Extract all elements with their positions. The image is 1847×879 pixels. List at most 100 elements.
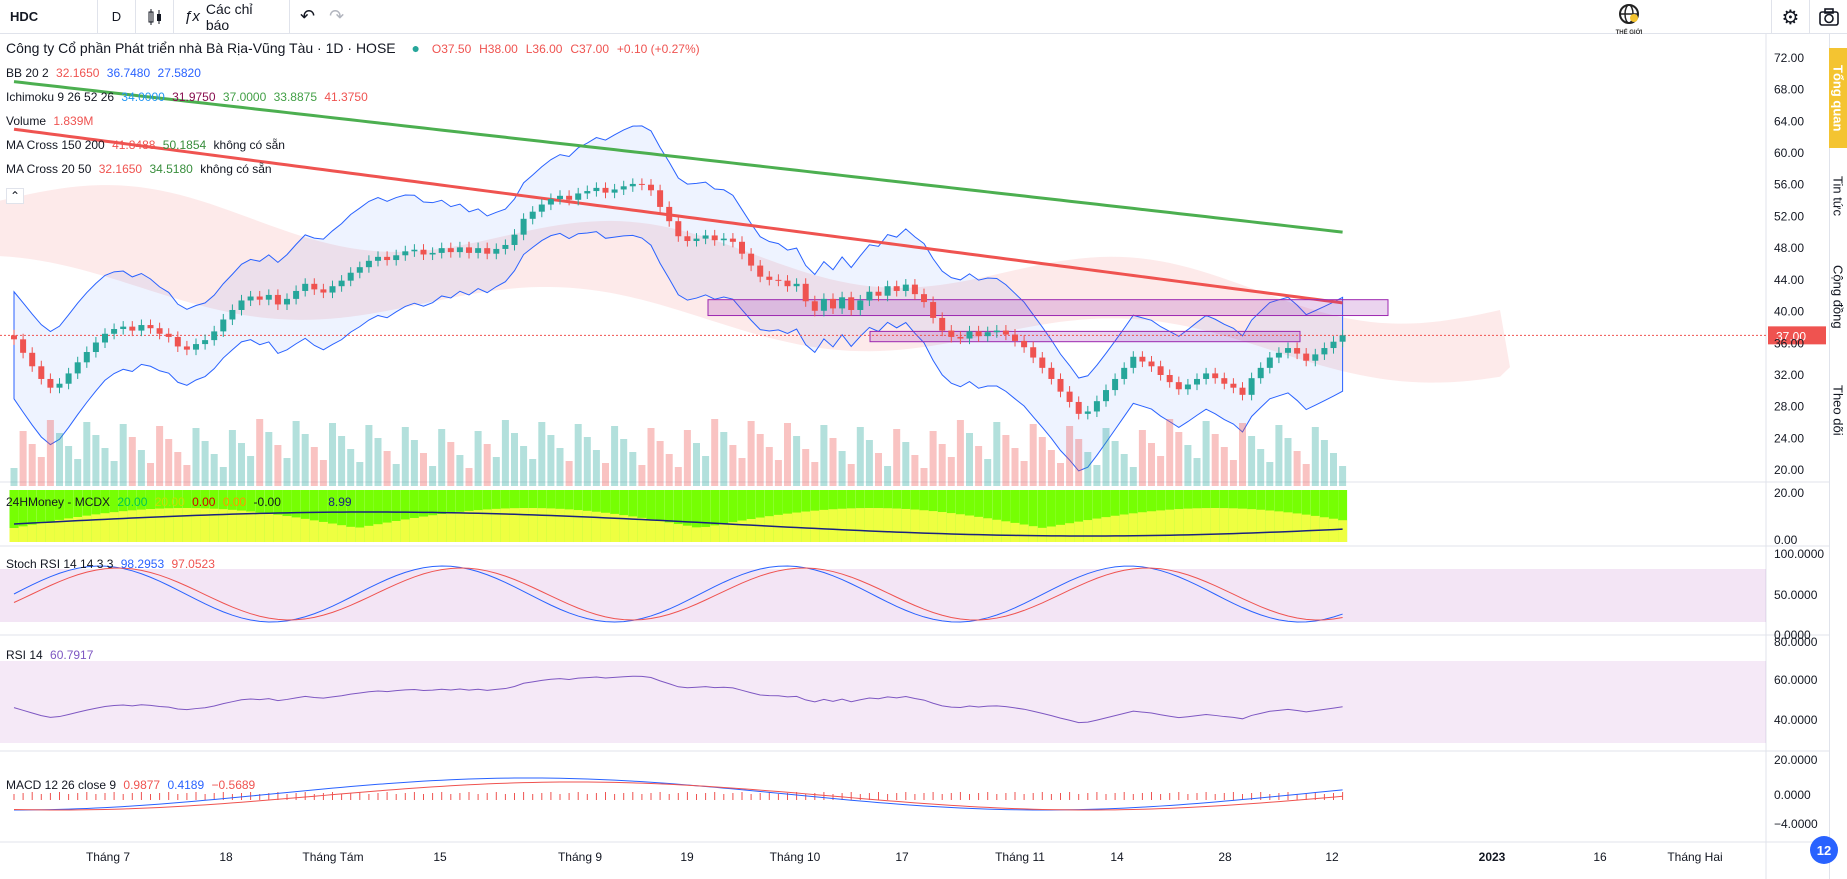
mcdx-green-bar [719, 490, 729, 542]
side-tab-news[interactable]: Tin tức [1830, 175, 1846, 216]
top-toolbar: HDC D ƒx Các chỉ báo ↶ ↷ THẾ GIỚI ⚙ [0, 0, 1847, 36]
candle-body [557, 195, 563, 199]
support-zone [869, 330, 1301, 343]
settings-gear-icon[interactable]: ⚙ [1771, 0, 1809, 34]
mcdx-yellow-bar [937, 512, 947, 542]
legend-ichimoku-v4: 33.8875 [273, 90, 318, 104]
mcdx-yellow-bar [755, 517, 765, 542]
candle-body [1339, 335, 1346, 342]
mcdx-yellow-bar [437, 514, 447, 542]
mcdx-yellow-bar [264, 513, 274, 542]
mcdx-green-bar [1046, 490, 1056, 542]
mcdx-yellow-bar [273, 514, 283, 542]
volume-bar [110, 461, 118, 486]
mcdx-yellow-bar [974, 516, 984, 542]
legend-ichimoku-v1: 34.0000 [121, 90, 165, 104]
candle-body [830, 298, 836, 309]
mcdx-yellow-bar [919, 510, 929, 542]
mcdx-green-bar [974, 490, 984, 542]
candle-body [911, 284, 918, 295]
candle-body [1257, 367, 1264, 379]
mcdx-yellow-bar [1147, 511, 1156, 542]
indicators-button[interactable]: ƒx Các chỉ báo [174, 0, 290, 34]
candle-body [939, 317, 946, 331]
candle-body [1139, 356, 1146, 362]
mcdx-yellow-bar [1092, 518, 1102, 542]
legend-bb[interactable]: BB 20 2 32.1650 36.7480 27.5820 [6, 66, 205, 80]
volume-bar [274, 445, 282, 486]
mcdx-yellow-bar [1119, 514, 1129, 542]
mcdx-green-bar [391, 490, 401, 542]
legend-ma-short[interactable]: MA Cross 20 50 32.1650 34.5180 không có … [6, 162, 276, 176]
mcdx-yellow-bar [146, 509, 155, 542]
mcdx-yellow-bar [409, 517, 419, 542]
volume-bar [128, 437, 136, 486]
notification-badge[interactable]: 12 [1810, 836, 1838, 864]
legend-macd[interactable]: MACD 12 26 close 9 0.9877 0.4189 −0.5689 [6, 778, 259, 792]
chart-type-button[interactable] [136, 0, 174, 34]
volume-bar [1075, 439, 1083, 486]
time-tick-label: 14 [1110, 850, 1124, 864]
volume-bar [765, 447, 773, 486]
volume-bar [1157, 456, 1165, 486]
volume-bar [738, 458, 746, 486]
camera-icon[interactable] [1809, 0, 1847, 34]
collapse-legend-button[interactable]: ⌃ [6, 188, 25, 204]
legend-stoch[interactable]: Stoch RSI 14 14 3 3 98.2953 97.0523 [6, 557, 219, 571]
volume-bar [602, 463, 609, 486]
mcdx-yellow-bar [391, 520, 401, 542]
mcdx-yellow-bar [455, 511, 465, 542]
mcdx-yellow-bar [118, 511, 128, 542]
legend-bb-v2: 36.7480 [106, 66, 151, 80]
candle-body [193, 344, 199, 350]
mcdx-yellow-bar [519, 508, 529, 542]
legend-ichimoku[interactable]: Ichimoku 9 26 52 26 34.0000 31.9750 37.0… [6, 90, 372, 104]
candle-body [638, 183, 645, 185]
volume-bar [19, 431, 27, 486]
mcdx-yellow-bar [328, 523, 337, 542]
mcdx-yellow-bar [837, 508, 847, 542]
candle-body [229, 309, 236, 320]
mcdx-green-bar [1065, 490, 1075, 542]
mcdx-yellow-bar [318, 521, 328, 542]
side-tab-watch[interactable]: Theo dõi [1830, 384, 1846, 436]
price-chart[interactable]: 37.00 72.00 68.00 64.00 60.00 56.00 52.00 48.00… [0, 34, 1829, 879]
redo-icon[interactable]: ↷ [329, 6, 345, 26]
side-tab-overview[interactable]: Tổng quan [1829, 48, 1847, 148]
legend-volume[interactable]: Volume 1.839M [6, 114, 97, 128]
symbol-search[interactable]: HDC [0, 0, 98, 34]
open-value: O37.50 [431, 42, 472, 56]
mcdx-yellow-bar [364, 525, 374, 542]
volume-bar [238, 443, 245, 486]
candle-body [120, 326, 127, 330]
candle-body [1002, 330, 1009, 335]
mcdx-yellow-bar [282, 516, 292, 542]
time-tick-label: 18 [219, 850, 233, 864]
volume-bar [501, 420, 509, 486]
volume-bar [893, 429, 901, 486]
mcdx-yellow-bar [428, 515, 438, 542]
candle-body [47, 378, 54, 388]
volume-bar [156, 426, 164, 486]
undo-icon[interactable]: ↶ [300, 6, 316, 26]
side-tab-community[interactable]: Cộng đồng [1830, 265, 1846, 329]
mcdx-yellow-bar [946, 513, 956, 542]
mcdx-yellow-bar [819, 509, 829, 542]
mcdx-green-bar [664, 490, 674, 542]
legend-mcdx[interactable]: 24HMoney - MCDX 20.00 20.00 0.00 0.00 -0… [6, 495, 356, 509]
mcdx-yellow-bar [464, 510, 474, 542]
legend-ma-long[interactable]: MA Cross 150 200 41.8488 50.1854 không c… [6, 138, 289, 152]
candle-body [666, 206, 673, 222]
price-tick-label: 20.00 [1774, 463, 1804, 477]
candle-body [711, 235, 718, 241]
market-status-dot: ● [411, 40, 420, 56]
mcdx-yellow-bar [828, 509, 838, 542]
candle-body [948, 330, 955, 337]
mcdx-yellow-bar [1219, 508, 1229, 542]
volume-bar [1111, 441, 1119, 486]
legend-rsi[interactable]: RSI 14 60.7917 [6, 648, 97, 662]
volume-bar [1057, 463, 1064, 486]
interval-button[interactable]: D [98, 0, 136, 34]
mcdx-green-bar [1037, 490, 1047, 542]
mcdx-yellow-bar [209, 508, 219, 542]
